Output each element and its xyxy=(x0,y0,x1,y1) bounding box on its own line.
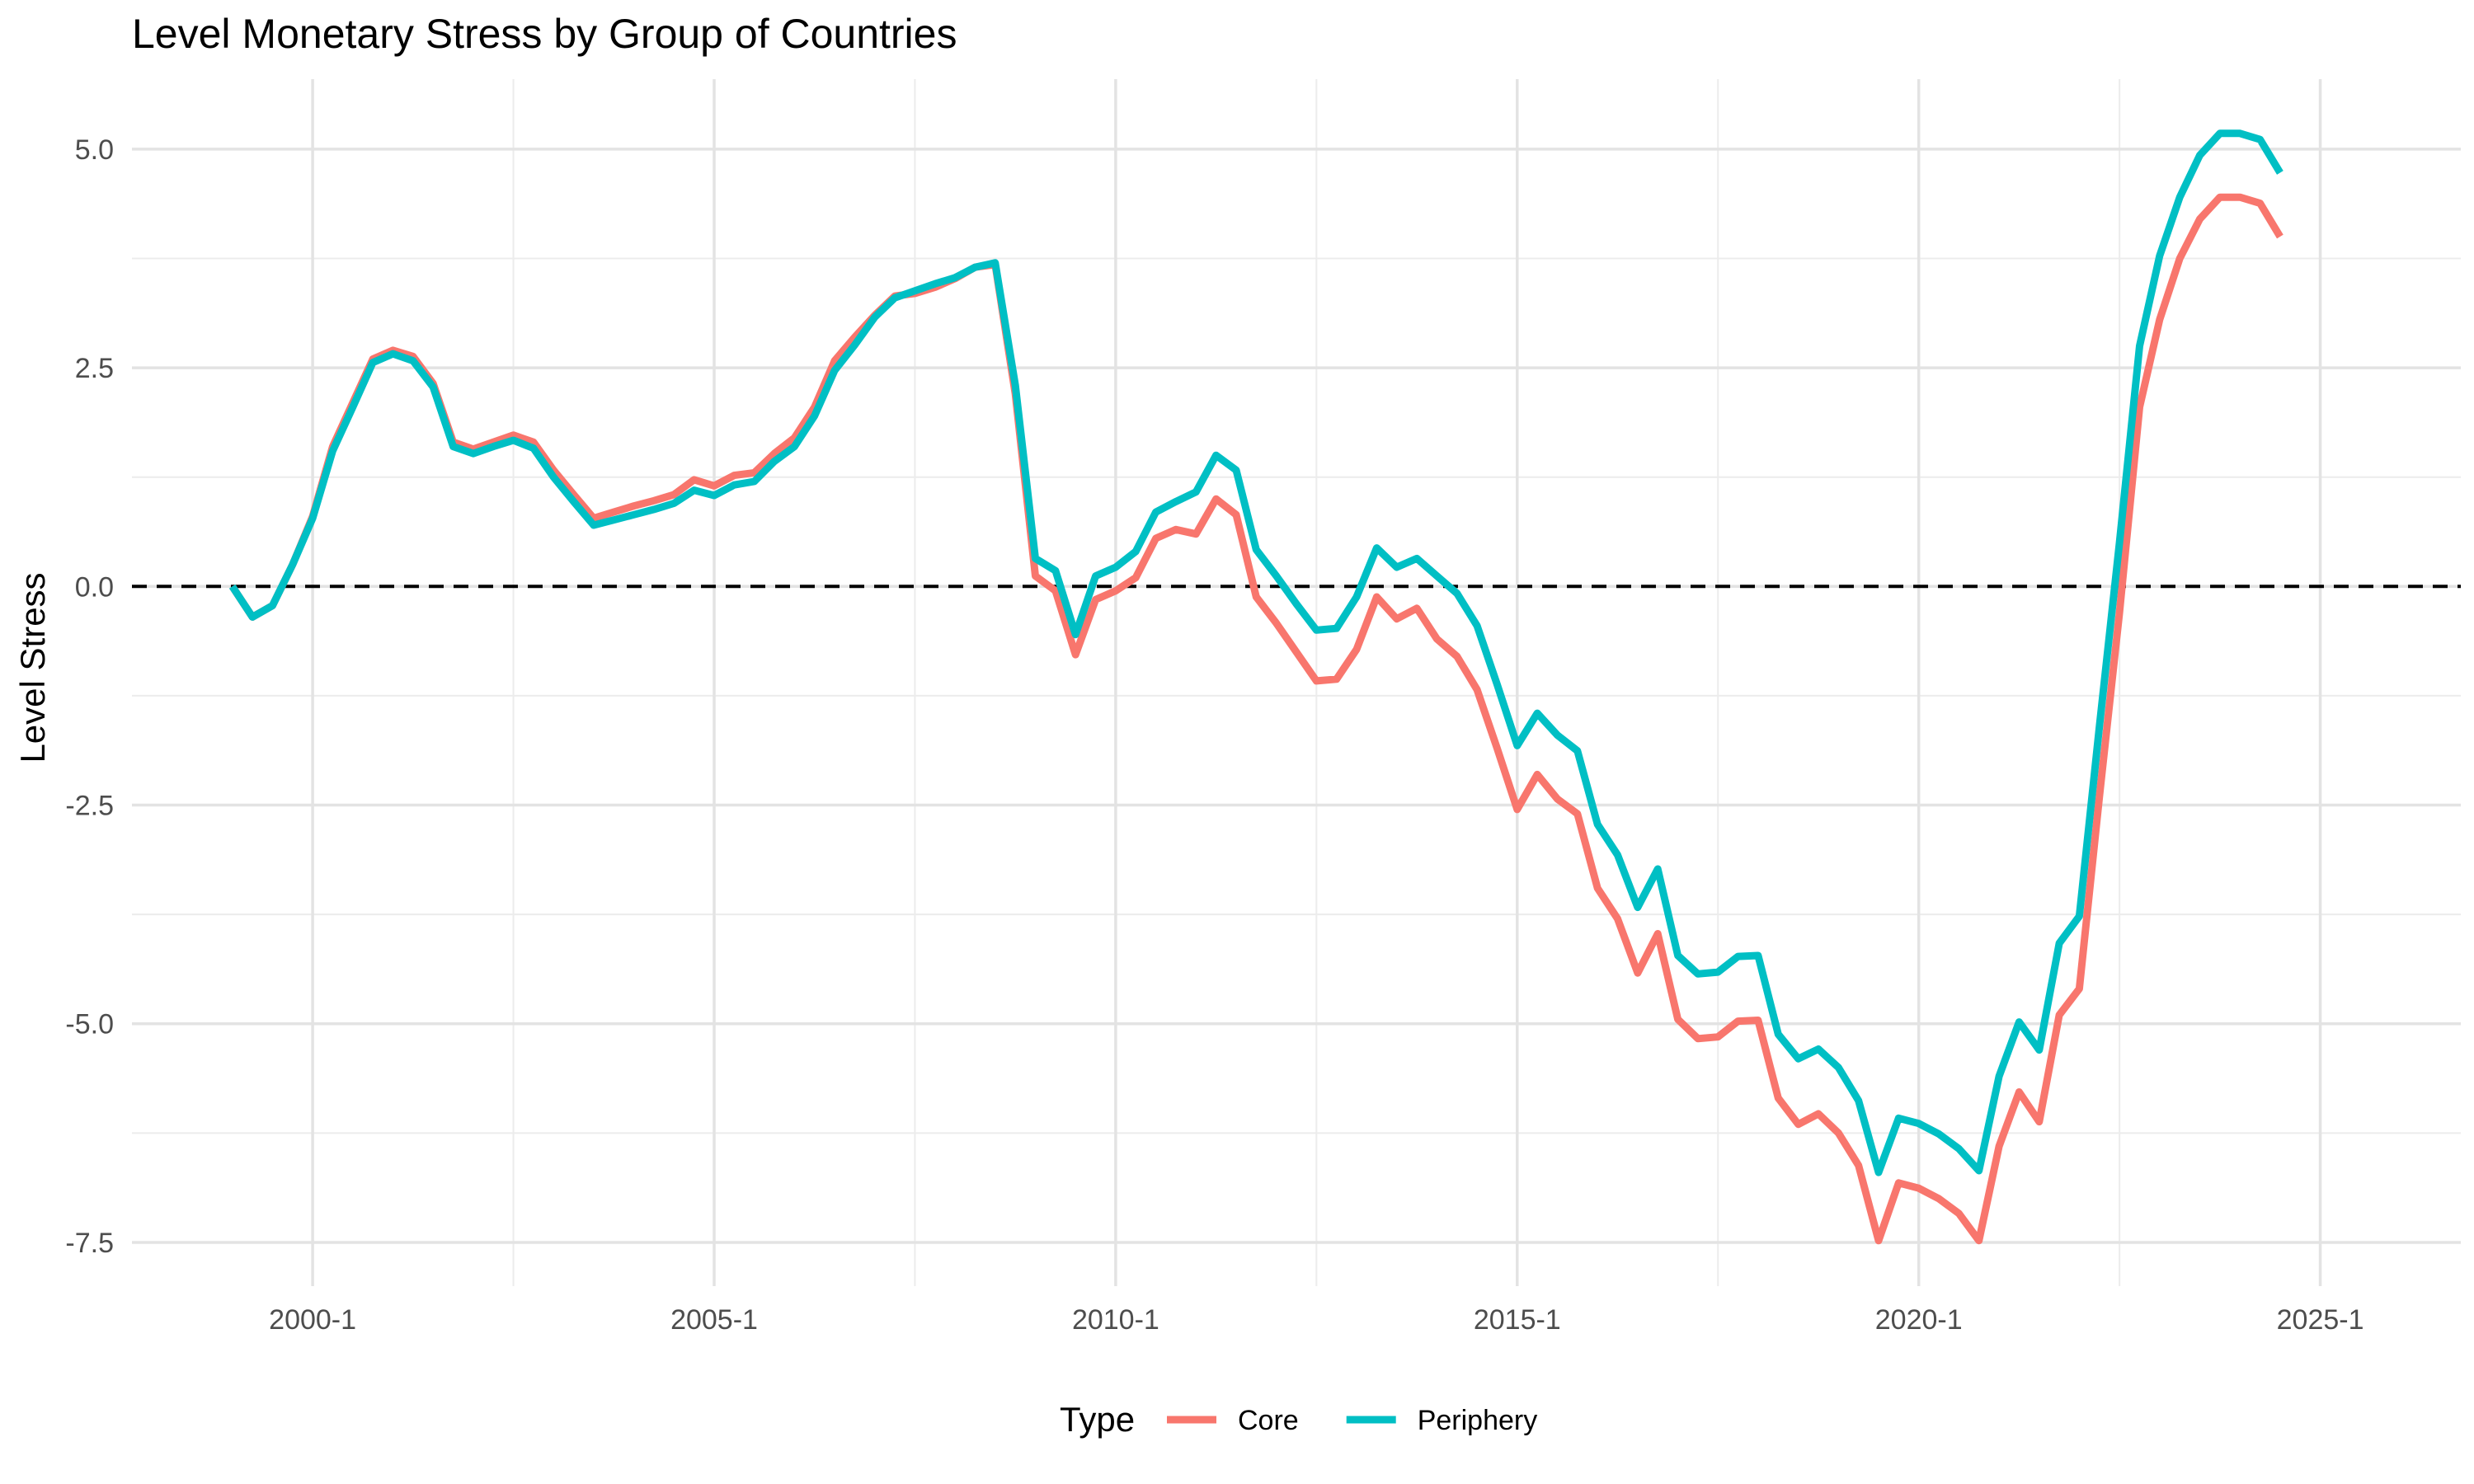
y-axis-title: Level Stress xyxy=(13,572,52,763)
series-line-periphery xyxy=(228,129,2284,1176)
y-tick-label: -7.5 xyxy=(65,1228,114,1259)
x-tick-label: 2005-1 xyxy=(670,1304,758,1336)
series-line-core xyxy=(228,193,2284,1245)
series-lines xyxy=(132,129,2461,1245)
x-tick-label: 2020-1 xyxy=(1875,1304,1963,1336)
y-tick-label: 5.0 xyxy=(75,134,114,166)
y-tick-label: 0.0 xyxy=(75,571,114,603)
y-tick-label: 2.5 xyxy=(75,353,114,384)
chart-title: Level Monetary Stress by Group of Countr… xyxy=(132,11,957,57)
x-tick-label: 2025-1 xyxy=(2277,1304,2364,1336)
grid xyxy=(132,79,2461,1286)
legend: Type Core Periphery xyxy=(1060,1400,1537,1439)
axes: Level Stress 5.0 2.5 0.0 -2.5 -5.0 -7.5 2000-1… xyxy=(13,134,2364,1336)
x-tick-label: 2010-1 xyxy=(1072,1304,1159,1336)
y-tick-label: -2.5 xyxy=(65,791,114,822)
legend-label-periphery: Periphery xyxy=(1418,1405,1538,1436)
x-tick-label: 2000-1 xyxy=(269,1304,356,1336)
legend-title: Type xyxy=(1060,1400,1135,1439)
x-tick-label: 2015-1 xyxy=(1474,1304,1561,1336)
legend-label-core: Core xyxy=(1238,1405,1299,1436)
y-tick-label: -5.0 xyxy=(65,1009,114,1040)
